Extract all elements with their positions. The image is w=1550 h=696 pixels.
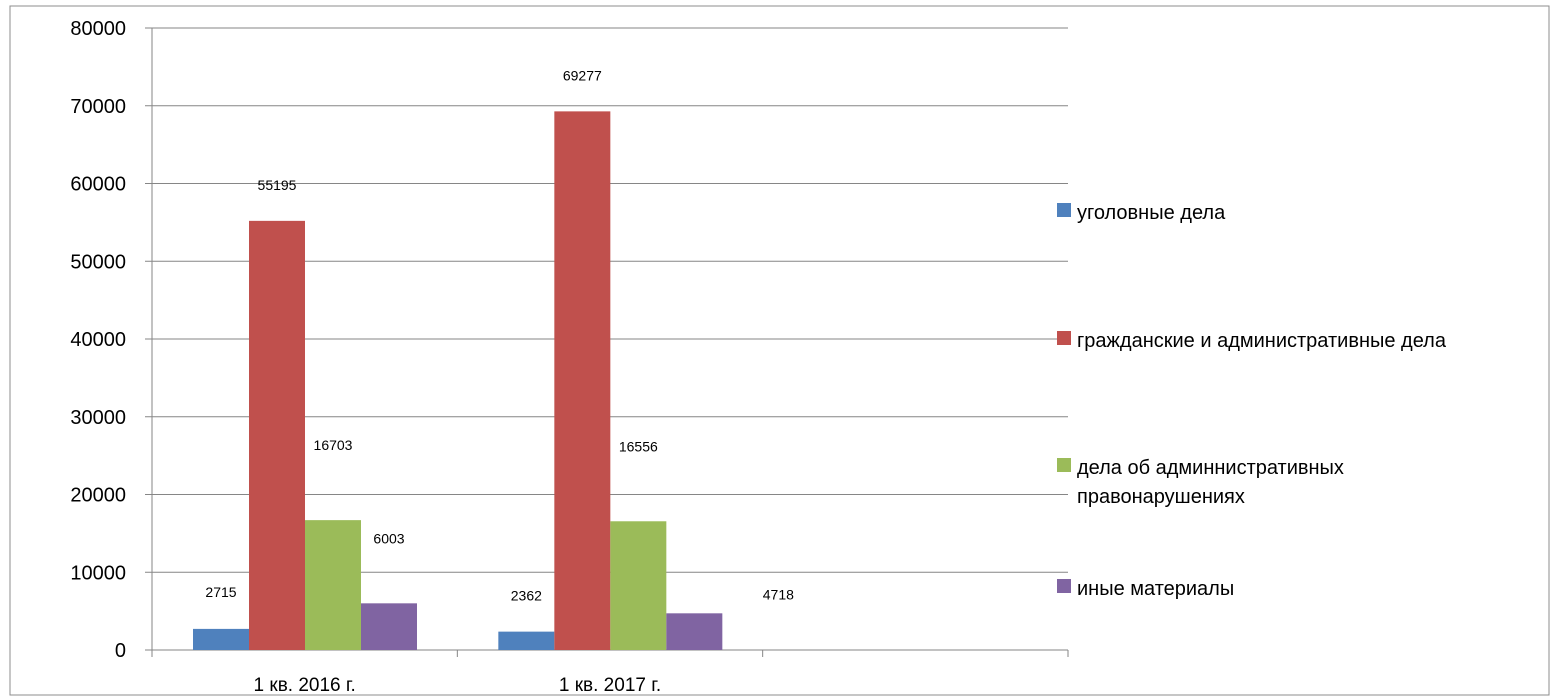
legend-label: уголовные дела: [1077, 202, 1226, 224]
y-tick-label: 10000: [70, 562, 126, 584]
bar: [305, 520, 361, 650]
data-label: 4718: [763, 586, 794, 602]
legend-label: гражданские и административные дела: [1077, 330, 1447, 352]
legend-swatch: [1057, 458, 1071, 472]
y-tick-label: 0: [115, 640, 126, 662]
data-label: 6003: [373, 530, 404, 546]
legend-swatch: [1057, 203, 1071, 217]
x-tick-labels: 1 кв. 2016 г. 1 кв. 2017 г.: [254, 675, 662, 696]
bar: [610, 521, 667, 650]
bar: [361, 603, 417, 650]
data-label: 16556: [619, 438, 658, 454]
y-tick-label: 20000: [70, 485, 126, 507]
data-labels: 2715 55195 16703 6003 2362 69277 16556 4718: [205, 67, 794, 603]
x-tick-label: 1 кв. 2017 г.: [559, 675, 661, 696]
y-tick-label: 30000: [70, 407, 126, 429]
bar: [193, 628, 249, 650]
data-label: 55195: [258, 177, 297, 193]
bar: [249, 220, 305, 650]
bars: [193, 111, 723, 650]
y-tick-label: 70000: [70, 96, 126, 118]
y-tick-label: 60000: [70, 174, 126, 196]
legend: уголовные дела гражданские и администрати…: [1057, 202, 1447, 600]
bar: [666, 613, 723, 650]
data-label: 16703: [314, 437, 353, 453]
data-label: 2715: [205, 584, 236, 600]
y-tick-labels: 0 10000 20000 30000 40000 50000 60000 70000 8000…: [70, 18, 126, 662]
legend-label: дела об админнистративных правонарушениях: [1077, 457, 1344, 508]
data-label: 69277: [563, 67, 602, 83]
data-label: 2362: [511, 588, 542, 604]
legend-swatch: [1057, 579, 1071, 593]
x-tick-label: 1 кв. 2016 г.: [254, 675, 356, 696]
bar: [554, 111, 611, 650]
legend-swatch: [1057, 331, 1071, 345]
y-tick-label: 40000: [70, 329, 126, 351]
y-tick-label: 80000: [70, 18, 126, 40]
bar: [498, 631, 555, 650]
y-tick-label: 50000: [70, 251, 126, 273]
legend-label: иные материалы: [1077, 578, 1234, 600]
